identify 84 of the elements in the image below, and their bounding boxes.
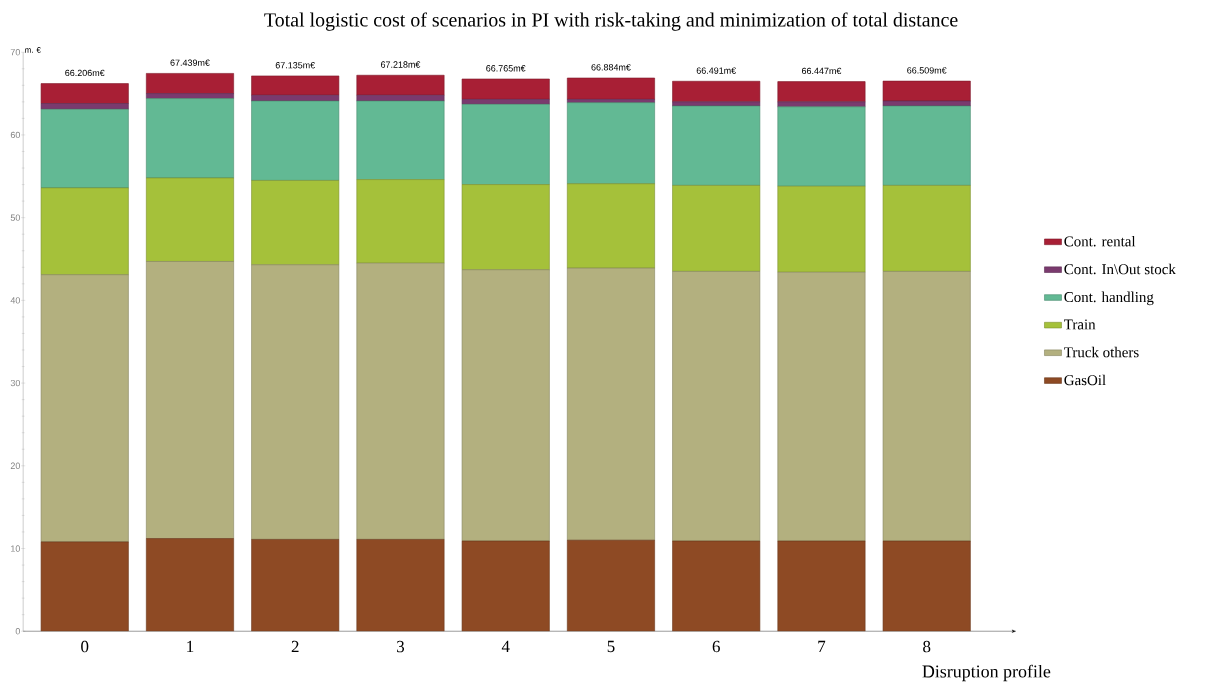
y-tick-label: 40	[10, 297, 20, 304]
bar	[40, 274, 129, 543]
y-tick-label: 50	[10, 214, 20, 221]
bar	[777, 540, 866, 632]
total-label: 67.135m€	[275, 62, 316, 69]
bar	[461, 78, 550, 100]
bar	[882, 100, 971, 107]
total-label: 66.509m€	[907, 67, 947, 74]
y-tick-label: 20	[10, 462, 20, 469]
bar	[882, 80, 971, 102]
x-tick-label: 6	[712, 640, 720, 653]
total-label: 66.491m€	[696, 67, 737, 74]
bar	[566, 102, 655, 185]
x-tick-label: 2	[291, 640, 299, 653]
bar	[672, 271, 761, 542]
x-tick-label: 7	[818, 640, 826, 652]
bar	[777, 81, 866, 103]
bar	[566, 183, 655, 269]
bar	[251, 264, 340, 540]
total-label: 66.765m€	[486, 65, 526, 72]
bar	[146, 177, 234, 262]
bar	[672, 80, 761, 103]
bar	[356, 74, 445, 96]
x-tick-label: 1	[187, 640, 194, 653]
bar	[251, 75, 340, 96]
legend-label: Truck others	[1064, 346, 1139, 358]
bar	[461, 104, 550, 185]
bar	[461, 269, 550, 542]
legend-label: GasOil	[1064, 374, 1106, 386]
bar	[146, 98, 234, 179]
y-tick-label: 60	[10, 131, 20, 139]
bar	[251, 539, 340, 632]
x-tick-label: 0	[81, 640, 89, 653]
bar	[882, 540, 971, 632]
bar	[461, 99, 550, 105]
legend-label: Cont. In\Out stock	[1064, 263, 1176, 275]
bar	[146, 261, 234, 539]
bar	[566, 539, 655, 632]
bar	[146, 93, 234, 99]
bar	[40, 187, 129, 276]
bar	[40, 541, 129, 632]
bar	[461, 184, 550, 271]
bar	[777, 101, 866, 108]
y-tick-label: 30	[10, 379, 20, 387]
bar	[146, 73, 234, 94]
total-label: 66.447m€	[801, 67, 842, 75]
bar	[356, 100, 445, 180]
bar	[672, 185, 761, 272]
bar	[777, 185, 866, 273]
bar	[672, 105, 761, 186]
y-tick-label: 0	[15, 628, 20, 635]
bar	[882, 271, 971, 542]
bar	[40, 103, 129, 110]
total-label: 66.206m€	[65, 69, 105, 77]
x-tick-label: 8	[923, 640, 931, 653]
bar	[40, 109, 129, 189]
bar	[566, 77, 655, 100]
total-label: 67.439m€	[170, 59, 210, 66]
legend-label: Cont. handling	[1064, 291, 1154, 306]
total-label: 66.884m€	[591, 64, 631, 71]
bar	[566, 267, 655, 541]
x-tick-label: 3	[397, 640, 405, 653]
bar	[777, 271, 866, 542]
chart-title: Total logistic cost of scenarios in PI with risk-taking and minimization of total distance	[264, 12, 958, 31]
bar	[40, 83, 129, 104]
y-tick-label: 10	[11, 545, 20, 552]
bar	[251, 180, 340, 266]
bar	[882, 105, 971, 186]
legend-label: Train	[1064, 319, 1096, 330]
x-tick-label: 5	[607, 640, 615, 653]
bar	[882, 185, 971, 272]
bar	[356, 262, 445, 540]
total-label: 67.218m€	[380, 61, 421, 68]
y-tick-label: 70	[10, 49, 20, 56]
bar	[356, 539, 445, 632]
x-axis-title: Disruption profile	[922, 664, 1051, 682]
bar	[672, 540, 761, 632]
x-tick-label: 4	[501, 640, 510, 653]
bar	[461, 540, 550, 632]
bar	[251, 100, 340, 181]
bar	[356, 179, 445, 264]
bar	[777, 106, 866, 187]
bar	[146, 538, 234, 632]
legend-label: Cont. rental	[1064, 235, 1136, 247]
